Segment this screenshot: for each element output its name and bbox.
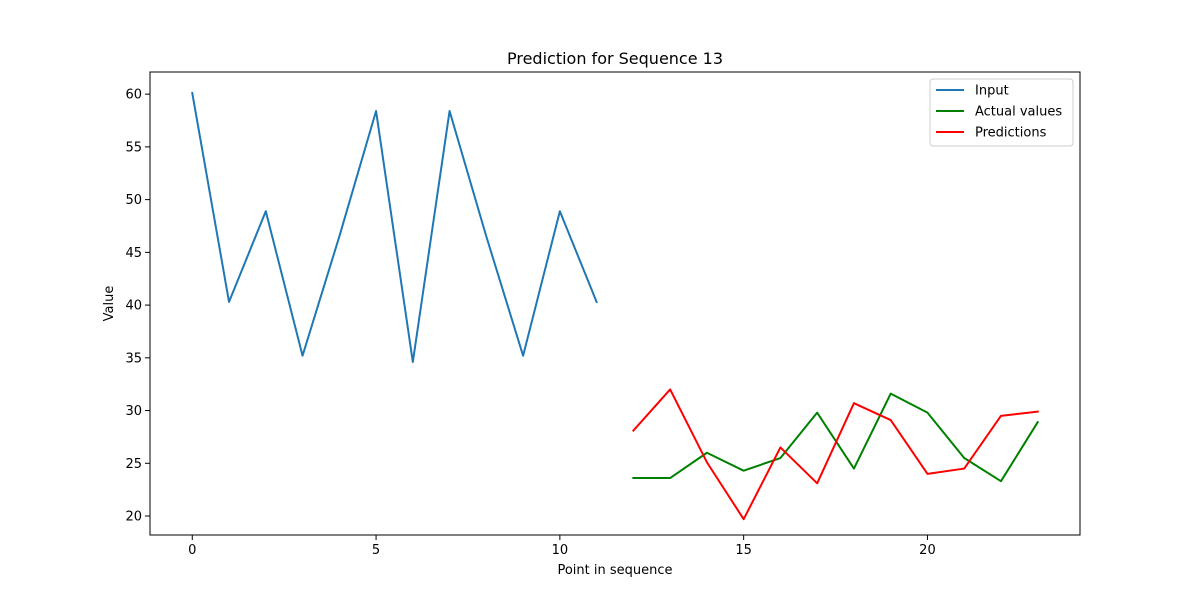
y-axis-label: Value: [102, 286, 117, 322]
y-tick-label: 45: [125, 246, 142, 261]
legend-label: Predictions: [975, 126, 1047, 141]
y-tick-label: 35: [125, 351, 142, 366]
x-tick-label: 10: [552, 543, 569, 558]
y-tick-label: 60: [125, 88, 142, 103]
series-line-predictions: [631, 388, 1039, 521]
legend-box: [929, 78, 1074, 147]
y-tick-label: 40: [125, 299, 142, 314]
y-tick-label: 30: [125, 404, 142, 419]
x-axis: 0 5 10 15 20: [188, 535, 936, 558]
legend: Input Actual values Predictions: [929, 78, 1074, 147]
chart-title: Prediction for Sequence 13: [507, 49, 723, 68]
x-tick-label: 15: [735, 543, 752, 558]
legend-label: Input: [975, 84, 1009, 99]
x-axis-label: Point in sequence: [557, 563, 672, 578]
x-tick-label: 0: [188, 543, 196, 558]
series-layer: [191, 91, 1040, 521]
x-tick-label: 20: [919, 543, 936, 558]
legend-label: Actual values: [975, 105, 1062, 120]
y-tick-label: 20: [125, 510, 142, 525]
y-tick-label: 50: [125, 193, 142, 208]
series-line-input: [191, 91, 598, 364]
series-line-actual-values: [632, 392, 1040, 483]
y-tick-label: 25: [125, 457, 142, 472]
plot-frame: [149, 71, 1081, 536]
y-tick-label: 55: [125, 140, 142, 155]
x-tick-label: 5: [372, 543, 380, 558]
y-axis: 20 25 30 35 40 45 50 55 60: [125, 88, 150, 525]
